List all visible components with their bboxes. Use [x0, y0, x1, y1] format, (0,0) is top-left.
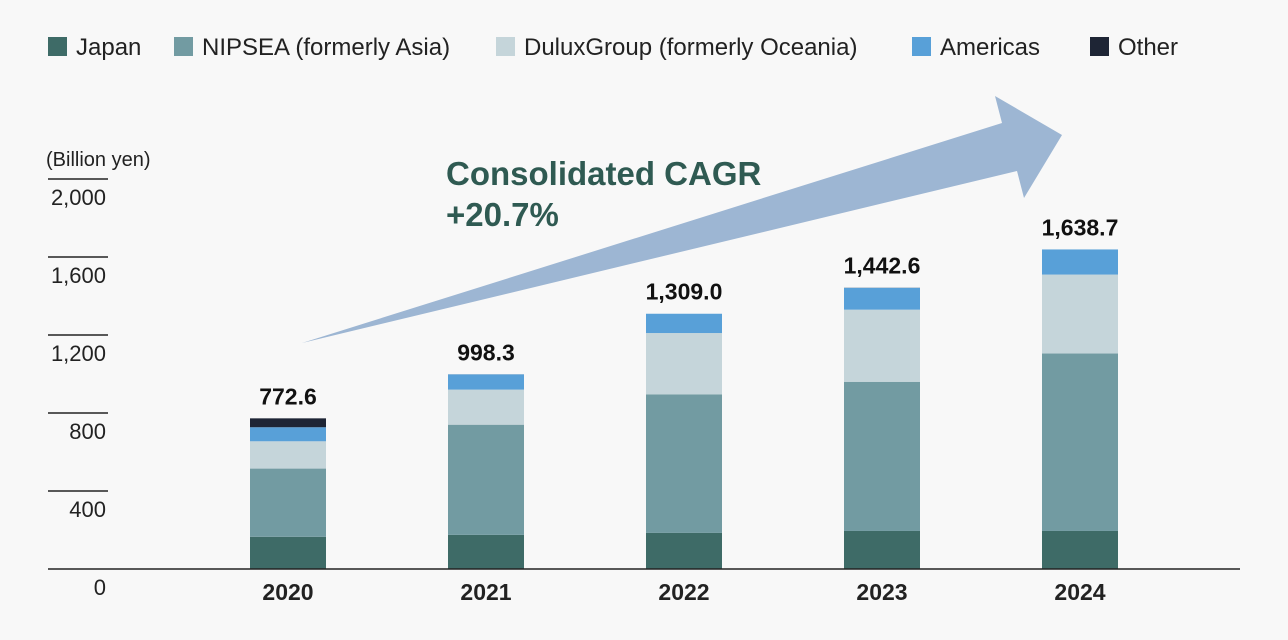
legend-label-americas: Americas: [940, 34, 1040, 61]
bar-total-2023: 1,442.6: [844, 253, 921, 279]
legend-label-nipsea-formerly-asia: NIPSEA (formerly Asia): [202, 34, 450, 61]
bar-segment-nipsea-formerly-asia-2023: [844, 382, 920, 531]
legend-swatch-nipsea-formerly-asia: [174, 37, 193, 56]
legend-label-other: Other: [1118, 34, 1178, 61]
bar-segment-japan-2023: [844, 531, 920, 569]
legend-label-japan: Japan: [76, 34, 141, 61]
y-tick-label: 2,000: [51, 185, 106, 210]
x-tick-label-2020: 2020: [262, 579, 313, 605]
bar-segment-japan-2024: [1042, 531, 1118, 569]
legend: Japan NIPSEA (formerly Asia) DuluxGroup (f…: [48, 34, 1178, 61]
bar-segment-duluxgroup-formerly-oceania-2020: [250, 441, 326, 468]
legend-swatch-americas: [912, 37, 931, 56]
bar-total-2021: 998.3: [457, 339, 515, 365]
growth-arrow-layer: [302, 96, 1062, 343]
y-tick-label: 400: [69, 497, 106, 522]
bar-total-2022: 1,309.0: [646, 279, 723, 305]
y-tick-label: 800: [69, 419, 106, 444]
y-axis: 0 400 800 1,200 1,600 2,000: [48, 179, 108, 600]
bar-segment-duluxgroup-formerly-oceania-2023: [844, 310, 920, 382]
x-tick-label-2022: 2022: [658, 579, 709, 605]
x-tick-label-2024: 2024: [1054, 579, 1105, 605]
legend-swatch-japan: [48, 37, 67, 56]
x-axis: 2020 2021 2022 2023 2024: [262, 579, 1105, 605]
bar-segment-duluxgroup-formerly-oceania-2022: [646, 333, 722, 394]
y-axis-unit-label: (Billion yen): [46, 149, 150, 171]
bar-segment-nipsea-formerly-asia-2020: [250, 469, 326, 537]
bar-segment-other-2020: [250, 418, 326, 427]
cagr-title: Consolidated CAGR: [446, 155, 762, 192]
x-tick-label-2023: 2023: [856, 579, 907, 605]
bar-segment-duluxgroup-formerly-oceania-2024: [1042, 275, 1118, 354]
bar-segment-nipsea-formerly-asia-2021: [448, 425, 524, 535]
bar-segment-americas-2022: [646, 314, 722, 333]
legend-swatch-other: [1090, 37, 1109, 56]
x-tick-label-2021: 2021: [460, 579, 511, 605]
bar-segment-nipsea-formerly-asia-2022: [646, 394, 722, 532]
y-tick-label: 1,200: [51, 341, 106, 366]
bar-segment-japan-2020: [250, 537, 326, 569]
bar-segment-duluxgroup-formerly-oceania-2021: [448, 390, 524, 425]
cagr-value: +20.7%: [446, 196, 559, 233]
bar-segment-nipsea-formerly-asia-2024: [1042, 354, 1118, 531]
legend-swatch-duluxgroup-formerly-oceania: [496, 37, 515, 56]
y-tick-label: 1,600: [51, 263, 106, 288]
bar-segment-americas-2021: [448, 374, 524, 389]
legend-label-duluxgroup-formerly-oceania: DuluxGroup (formerly Oceania): [524, 34, 857, 61]
bar-segment-japan-2022: [646, 533, 722, 569]
bar-total-2020: 772.6: [259, 383, 317, 409]
bar-segment-japan-2021: [448, 535, 524, 569]
y-tick-label: 0: [94, 575, 106, 600]
bar-segment-americas-2020: [250, 427, 326, 441]
bar-total-2024: 1,638.7: [1042, 214, 1119, 240]
bar-segment-americas-2023: [844, 288, 920, 310]
bar-segment-americas-2024: [1042, 249, 1118, 274]
growth-arrow: [302, 96, 1062, 343]
stacked-bar-chart: Japan NIPSEA (formerly Asia) DuluxGroup (f…: [0, 0, 1288, 640]
